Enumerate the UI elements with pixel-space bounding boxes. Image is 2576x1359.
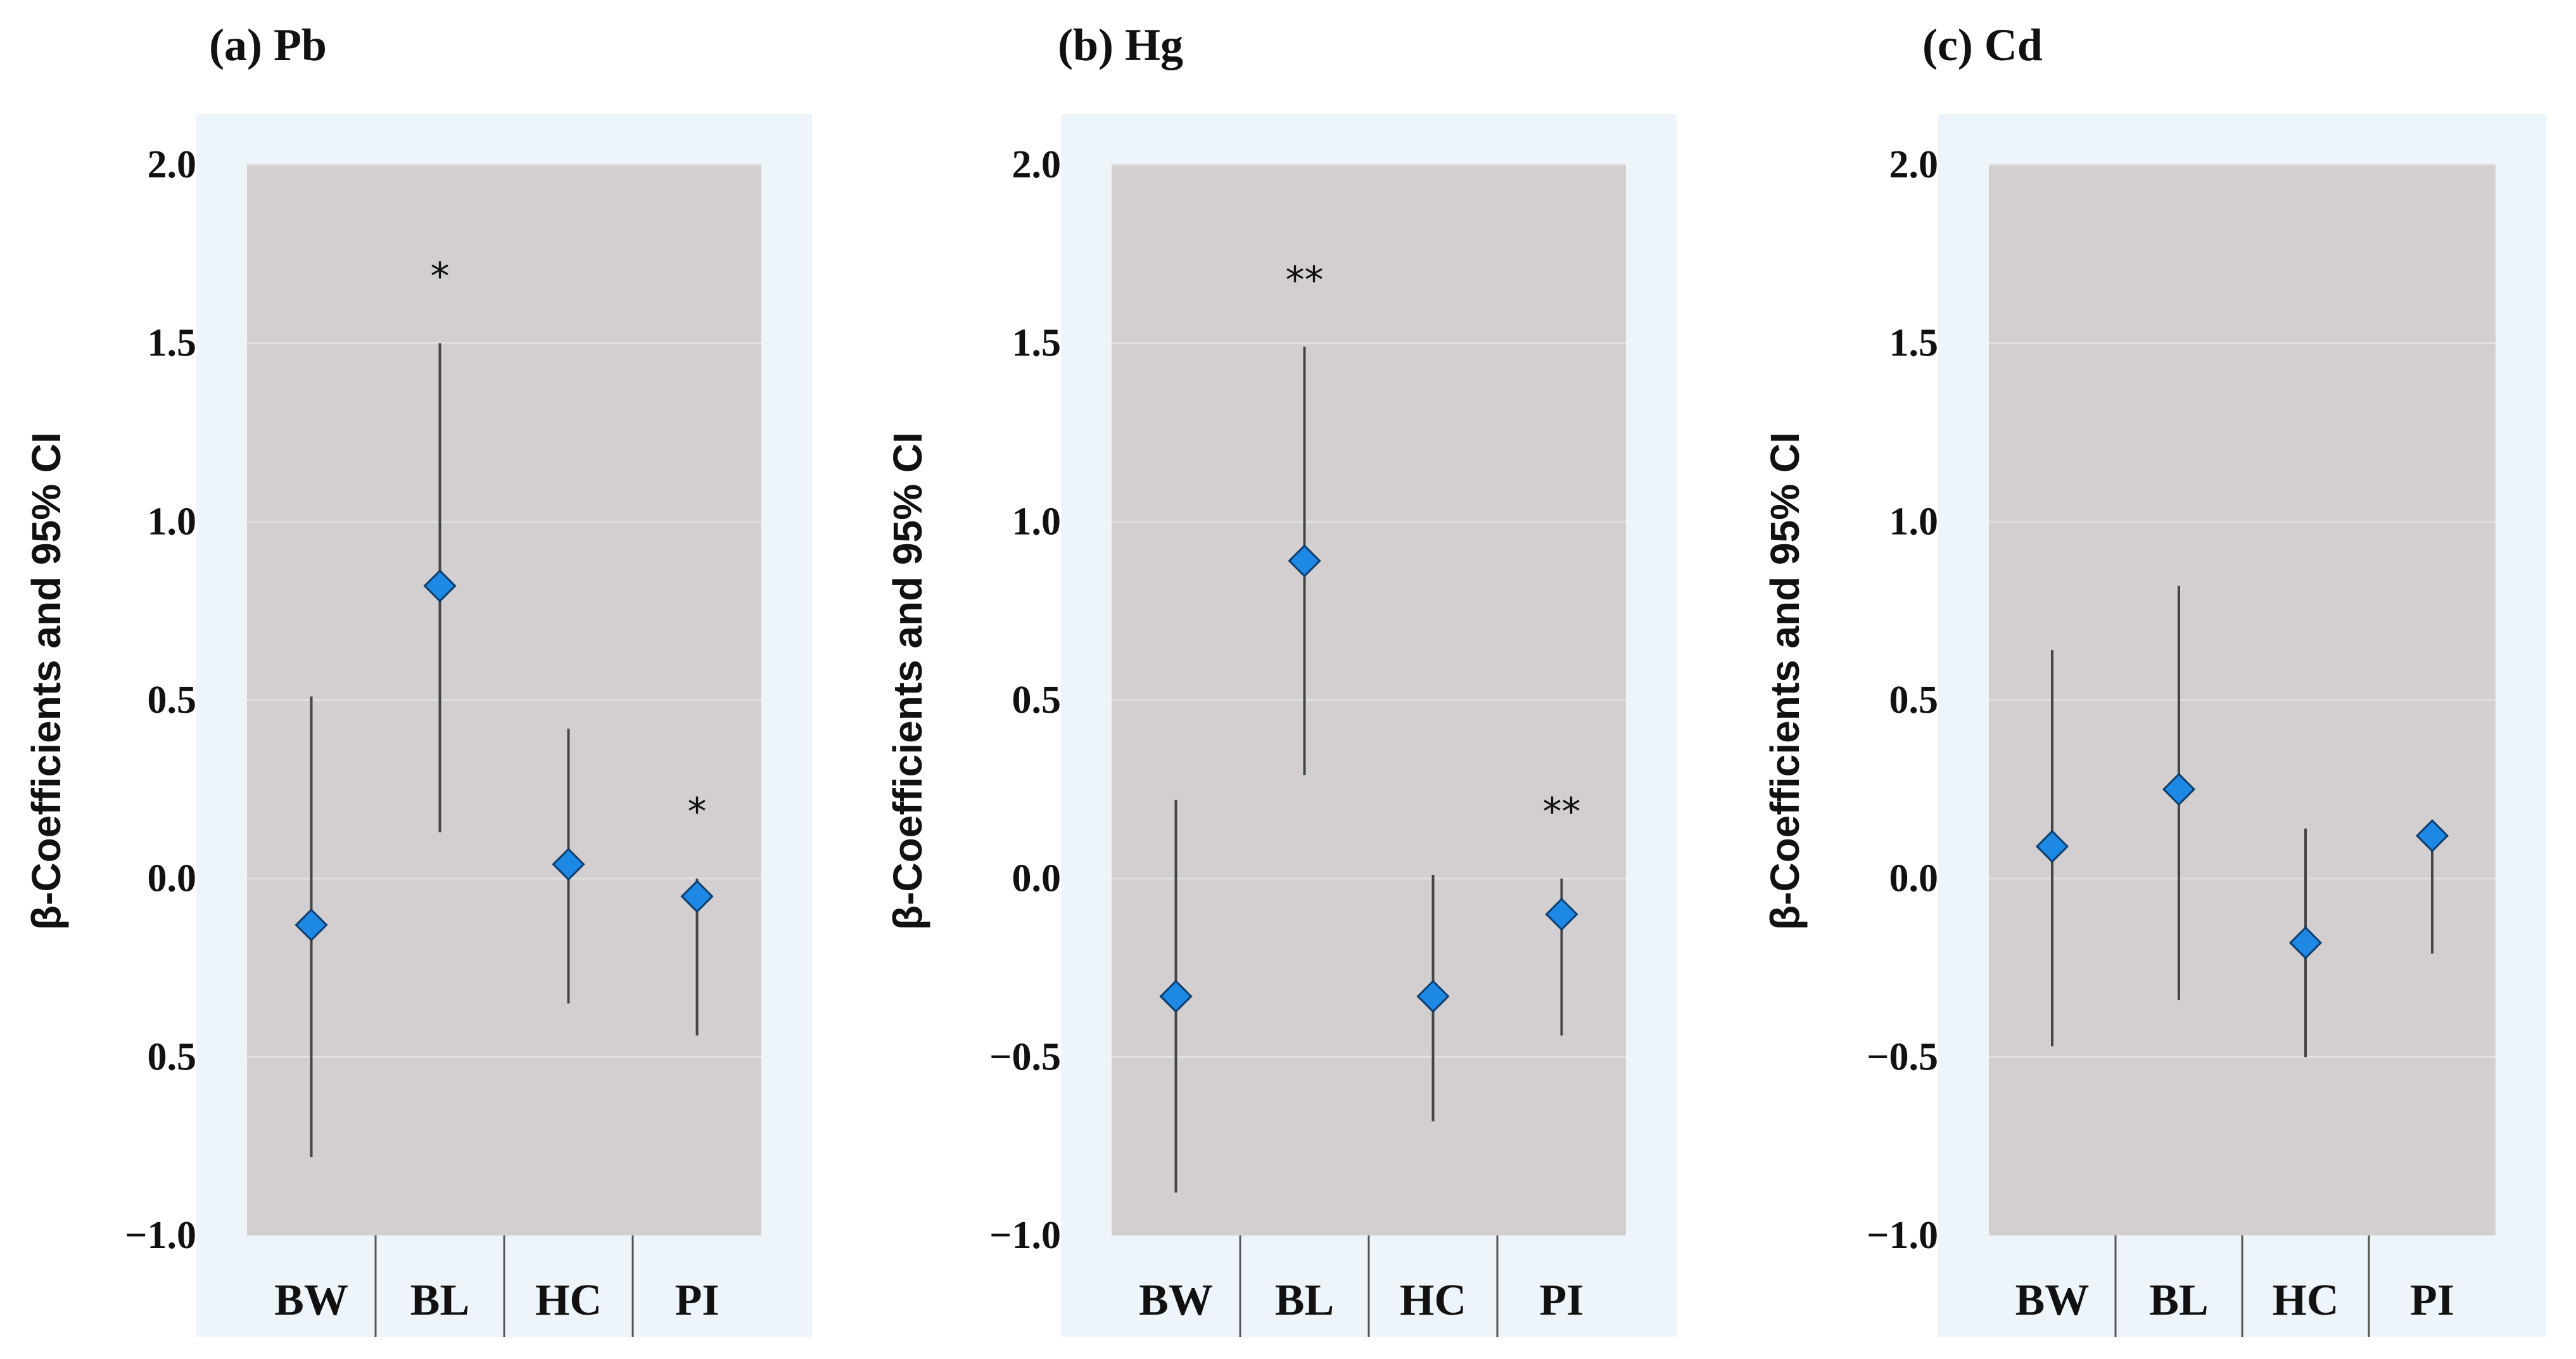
y-tick-label: 2.0 (1012, 143, 1062, 186)
panel-title: (c) Cd (1922, 20, 2043, 70)
x-tick-label: BW (1139, 1276, 1213, 1325)
y-axis-label: β-Coefficients and 95% CI (1762, 432, 1808, 930)
y-tick-label: 0.5 (1012, 679, 1062, 722)
panel-3: 2.0 1.5 1.0 0.5 0.0 −0.5 −1.0 (c) Cd β-Coefficie… (1762, 20, 2546, 1337)
estimate-marker (423, 569, 457, 603)
significance-label: ** (1286, 258, 1324, 302)
y-tick-label: 0.0 (1889, 857, 1939, 900)
estimate-marker (680, 879, 714, 913)
y-tick-label: 0.5 (148, 1035, 197, 1078)
x-tick-label: BL (410, 1276, 469, 1325)
estimate-marker (295, 908, 328, 942)
x-tick-label: HC (535, 1276, 602, 1325)
significance-label: ** (1543, 790, 1581, 834)
y-tick-label: 2.0 (1889, 143, 1939, 186)
y-tick-label: 1.0 (148, 500, 197, 543)
y-tick-label: 1.0 (1889, 500, 1939, 543)
estimate-marker (552, 848, 585, 881)
y-tick-label: −0.5 (1867, 1035, 1938, 1078)
y-tick-label: 1.5 (148, 322, 197, 365)
x-tick-label: PI (675, 1276, 720, 1325)
x-tick-label: PI (2410, 1276, 2454, 1325)
y-axis-label: β-Coefficients and 95% CI (885, 432, 930, 930)
y-tick-label: 0.5 (1889, 679, 1939, 722)
y-tick-label: −1.0 (989, 1214, 1061, 1257)
estimate-marker (2035, 829, 2069, 864)
x-tick-label: BW (274, 1276, 348, 1325)
significance-label: * (688, 790, 707, 834)
estimate-marker (1545, 897, 1578, 931)
estimate-marker (1288, 544, 1321, 578)
y-tick-label: 1.5 (1012, 322, 1062, 365)
y-tick-label: −1.0 (1867, 1214, 1938, 1257)
y-tick-label: 0.0 (148, 857, 197, 900)
estimate-marker (2415, 819, 2449, 853)
panel-1: 2.0 1.5 1.0 0.5 0.0 0.5 −1.0 (a) Pb β-Coefficien… (23, 20, 812, 1337)
x-tick-label: BW (2015, 1276, 2090, 1325)
panel-title: (b) Hg (1058, 20, 1183, 70)
y-tick-label: 1.5 (1889, 322, 1939, 365)
y-tick-label: 2.0 (148, 143, 197, 186)
estimate-marker (1416, 979, 1450, 1013)
x-tick-label: HC (1400, 1276, 1466, 1325)
y-tick-label: −1.0 (125, 1214, 196, 1257)
y-axis-label: β-Coefficients and 95% CI (23, 432, 69, 930)
estimate-marker (2162, 772, 2196, 806)
x-tick-label: BL (2149, 1276, 2208, 1325)
x-tick-label: PI (1540, 1276, 1584, 1325)
y-tick-label: 1.0 (1012, 500, 1062, 543)
estimate-marker (1159, 979, 1193, 1013)
significance-label: * (431, 255, 450, 299)
estimate-marker (2288, 926, 2323, 960)
panel-title: (a) Pb (209, 20, 327, 70)
x-tick-label: HC (2273, 1276, 2339, 1325)
y-tick-label: 0.0 (1012, 857, 1062, 900)
panel-2: 2.0 1.5 1.0 0.5 0.0 −0.5 −1.0 (b) Hg β-Coefficie… (885, 20, 1677, 1337)
y-tick-label: −0.5 (989, 1035, 1061, 1078)
x-tick-label: BL (1275, 1276, 1334, 1325)
y-tick-label: 0.5 (148, 679, 197, 722)
